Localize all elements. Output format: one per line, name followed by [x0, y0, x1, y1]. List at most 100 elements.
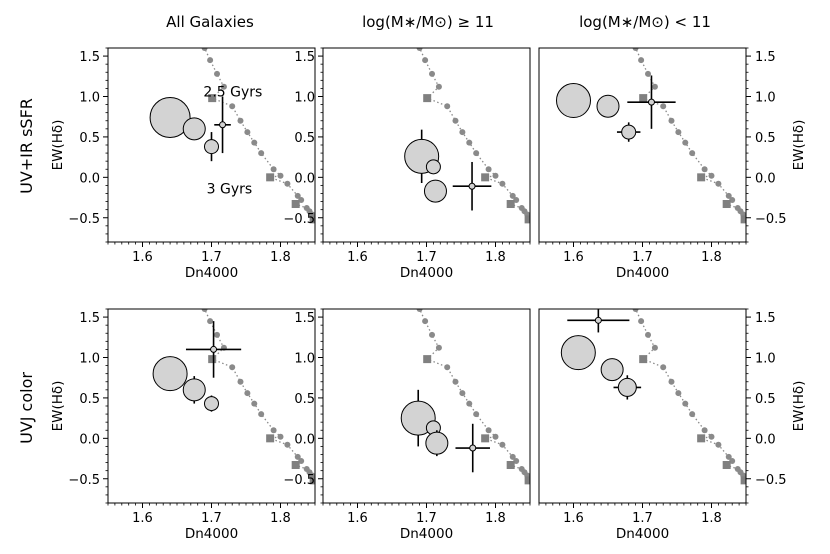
x-tick-label: 1.6 [347, 250, 368, 265]
y-tick-label: 1.5 [294, 311, 315, 326]
model-track-line [418, 48, 530, 220]
data-point [182, 117, 206, 141]
y-tick-label: −0.5 [68, 473, 100, 488]
model-track-dot [651, 344, 658, 351]
y-tick-label: 0.0 [755, 432, 776, 447]
x-tick-label: 1.7 [416, 511, 437, 526]
y-tick-label: 0.5 [79, 131, 100, 146]
model-track-dot [452, 117, 459, 124]
panel-plot-area [149, 48, 315, 224]
model-track-dot [277, 433, 284, 440]
model-track-dot [708, 433, 715, 440]
y-tick-label: −0.5 [283, 212, 315, 227]
x-axis-label: Dn4000 [185, 526, 238, 542]
column-title-all-galaxies: All Galaxies [166, 13, 254, 31]
model-track-dot [294, 192, 301, 199]
model-track-dot [459, 390, 466, 397]
x-tick-label: 1.6 [347, 511, 368, 526]
model-track-dot [422, 57, 429, 64]
model-track-dot [444, 103, 451, 110]
model-track-square [697, 434, 706, 443]
model-track-dot [725, 453, 732, 460]
data-point [204, 396, 219, 412]
y-tick-label: 0.5 [294, 392, 315, 407]
model-track-square [639, 355, 648, 364]
model-track-dot [207, 318, 214, 325]
panel-plot-area [404, 48, 530, 224]
y-tick-label: 1.5 [755, 50, 776, 65]
model-track-dot [509, 453, 516, 460]
model-track-dot [294, 453, 301, 460]
model-track-dot [668, 117, 675, 124]
model-track-square [697, 173, 706, 182]
model-track-dot [284, 180, 291, 187]
model-track-square [722, 200, 731, 209]
model-track-dot [214, 331, 221, 338]
model-track-dot [715, 180, 722, 187]
x-axis-label: Dn4000 [616, 526, 669, 542]
model-track-square [639, 94, 648, 103]
data-point [617, 377, 637, 397]
model-track-dot [701, 427, 708, 434]
model-track-dot [207, 57, 214, 64]
model-track-dot [244, 129, 251, 136]
model-track-dot [675, 390, 682, 397]
model-track-dot [632, 309, 639, 312]
model-track-dot [689, 150, 696, 157]
model-track-dot [416, 309, 423, 312]
model-track-dot [485, 166, 492, 173]
y-tick-label: 0.0 [294, 432, 315, 447]
y-tick-label: −0.5 [755, 473, 787, 488]
y-axis-label: EW(Hδ) [50, 381, 66, 432]
x-tick-label: 1.7 [632, 250, 653, 265]
model-track-square [506, 200, 515, 209]
x-tick-label: 1.6 [132, 250, 153, 265]
panel-plot-area [560, 290, 746, 485]
model-track-square [208, 94, 217, 103]
model-track-dot [435, 344, 442, 351]
model-track-dot [251, 400, 258, 407]
y-tick-label: −0.5 [755, 212, 787, 227]
model-track-dot [429, 331, 436, 338]
data-point [182, 378, 206, 402]
model-track-dot [444, 364, 451, 371]
data-point [594, 316, 602, 324]
model-track-square [266, 173, 275, 182]
model-track-dot [492, 433, 499, 440]
y-tick-label: 1.0 [79, 352, 100, 367]
model-track-square [524, 476, 530, 485]
y-tick-label: 1.5 [79, 311, 100, 326]
model-track-dot [645, 70, 652, 77]
model-track-dot [513, 196, 520, 203]
x-tick-label: 1.8 [701, 250, 722, 265]
model-track-dot [298, 457, 305, 464]
x-axis-label: Dn4000 [185, 265, 238, 281]
model-track-square [740, 215, 746, 224]
age-annotation: 2.5 Gyrs [203, 85, 262, 101]
model-track-line [203, 48, 315, 220]
model-track-dot [660, 364, 667, 371]
panel-plot-area [400, 309, 530, 485]
y-tick-label: 0.0 [294, 171, 315, 186]
model-track-square [481, 173, 490, 182]
x-tick-label: 1.8 [485, 511, 506, 526]
model-track-dot [729, 196, 736, 203]
model-track-dot [651, 83, 658, 90]
data-point [621, 124, 637, 140]
x-axis-label: Dn4000 [400, 265, 453, 281]
model-track-dot [214, 70, 221, 77]
model-track-dot [473, 411, 480, 418]
y-tick-label: 1.0 [294, 352, 315, 367]
x-axis-label: Dn4000 [616, 265, 669, 281]
model-track-dot [251, 139, 258, 146]
y-tick-label: 1.0 [79, 91, 100, 106]
y-tick-label: 0.5 [755, 131, 776, 146]
y-tick-label: 0.5 [79, 392, 100, 407]
y-tick-label: 1.0 [755, 352, 776, 367]
x-tick-label: 1.8 [485, 250, 506, 265]
panel-1-1: 1.6 1.7 1.8 Dn4000 −0.5 0.0 0.5 1.0 1.5 [283, 308, 531, 542]
data-point [210, 345, 218, 353]
y-tick-label: 1.5 [79, 50, 100, 65]
model-track-dot [640, 290, 646, 296]
